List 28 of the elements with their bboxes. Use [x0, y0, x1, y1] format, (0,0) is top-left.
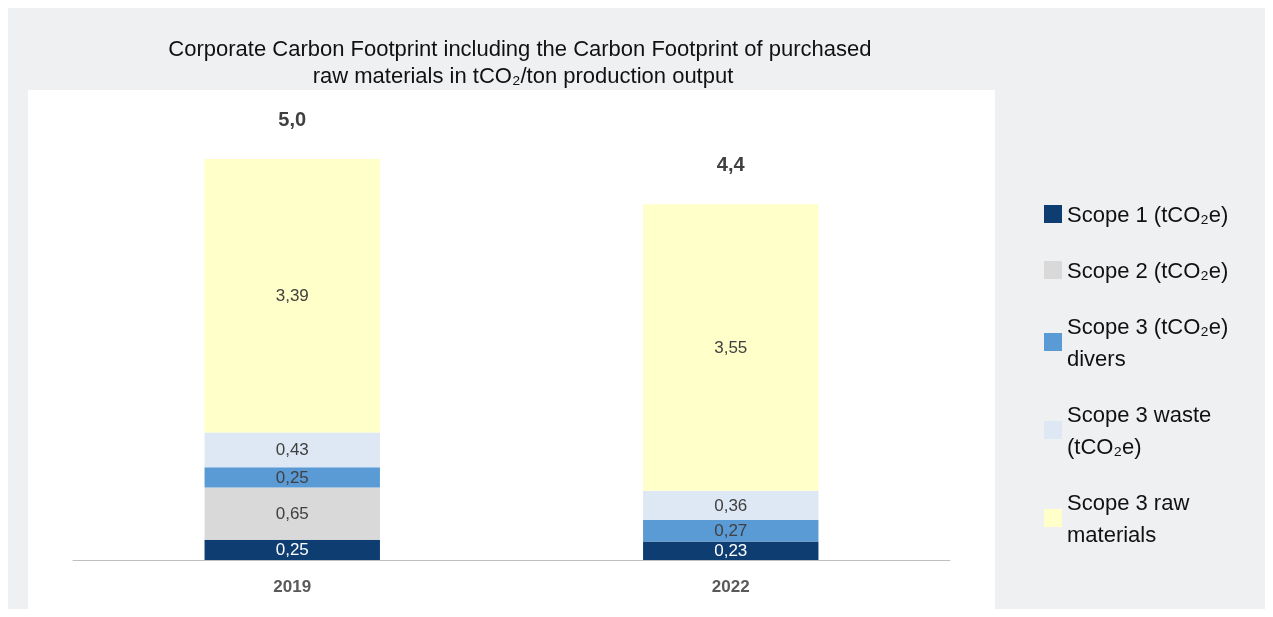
data-label: 0,25: [275, 540, 309, 560]
data-label: 0,27: [714, 521, 748, 541]
chart-title: Corporate Carbon Footprint including the Carbon Footprint of purchased raw materials in tCO₂/ton production output: [168, 36, 878, 88]
total-label: 5,0: [278, 108, 307, 131]
data-label: 3,55: [714, 337, 748, 357]
data-label: 0,65: [275, 504, 309, 524]
bar: [204, 432, 380, 468]
legend-label: Scope 3 raw materials: [1067, 489, 1196, 547]
bar: [204, 487, 380, 540]
x-tick-label: 2022: [711, 577, 750, 596]
legend-label: Scope 3 waste (tCO₂e): [1067, 401, 1218, 459]
legend-label: Scope 1 (tCO₂e): [1067, 201, 1229, 227]
legend-label: Scope 2 (tCO₂e): [1067, 257, 1229, 283]
bar: [643, 541, 819, 560]
data-label: 0,43: [275, 440, 309, 460]
bar: [643, 519, 819, 542]
data-label: 0,23: [714, 541, 748, 561]
bar: [204, 539, 380, 560]
x-tick-label: 2019: [273, 577, 312, 596]
bar: [643, 204, 819, 491]
bar: [204, 467, 380, 488]
bar: [204, 159, 380, 433]
data-label: 3,39: [275, 286, 309, 306]
data-label: 0,36: [714, 495, 748, 515]
legend-label: Scope 3 (tCO₂e) divers: [1067, 313, 1235, 371]
total-label: 4,4: [716, 153, 746, 176]
data-label: 0,25: [275, 467, 309, 487]
bar: [643, 490, 819, 520]
